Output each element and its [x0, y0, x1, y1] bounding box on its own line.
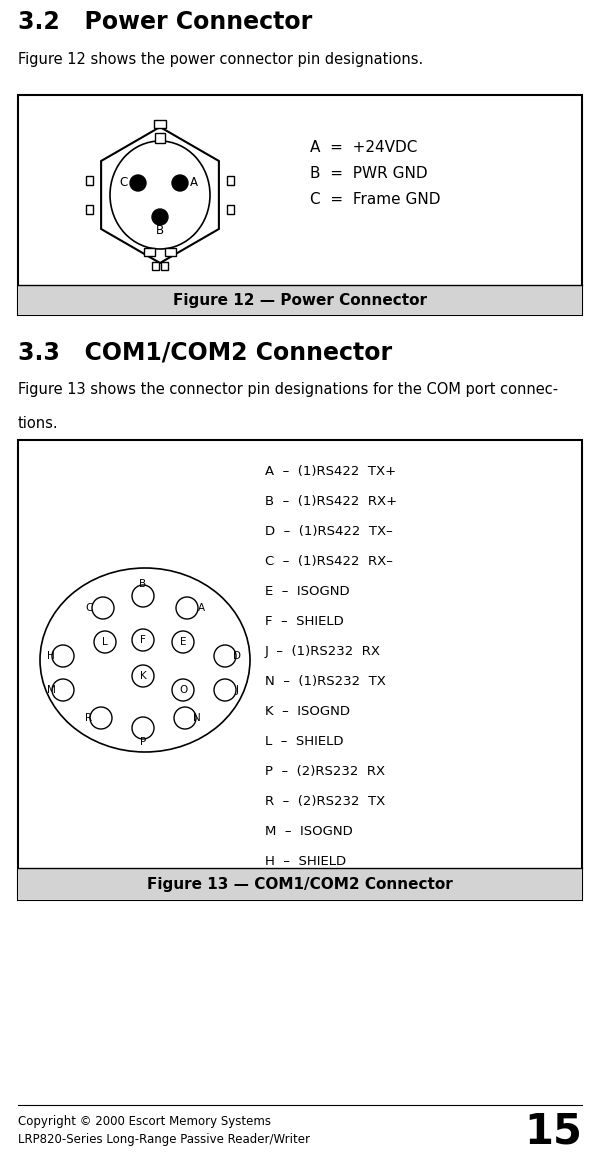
Bar: [18, 868, 582, 901]
Bar: [165, 248, 176, 256]
Ellipse shape: [110, 141, 210, 249]
Text: R  –  (2)RS232  TX: R – (2)RS232 TX: [265, 795, 385, 808]
Text: R: R: [85, 713, 92, 723]
Ellipse shape: [40, 568, 250, 752]
Text: L  –  SHIELD: L – SHIELD: [265, 736, 343, 748]
Text: H: H: [47, 651, 55, 661]
Circle shape: [172, 631, 194, 653]
Bar: [227, 205, 234, 214]
Circle shape: [132, 717, 154, 739]
Text: J  –  (1)RS232  RX: J – (1)RS232 RX: [265, 645, 381, 658]
Text: J: J: [235, 686, 239, 695]
Bar: [152, 261, 159, 270]
Circle shape: [176, 597, 198, 619]
Circle shape: [214, 645, 236, 667]
Text: D  –  (1)RS422  TX–: D – (1)RS422 TX–: [265, 525, 393, 538]
Text: C  –  (1)RS422  RX–: C – (1)RS422 RX–: [265, 555, 393, 568]
Bar: [144, 248, 155, 256]
Text: M: M: [47, 686, 55, 695]
Circle shape: [52, 679, 74, 701]
Text: N: N: [193, 713, 201, 723]
Text: K  –  ISOGND: K – ISOGND: [265, 705, 350, 718]
Circle shape: [214, 679, 236, 701]
Text: A  –  (1)RS422  TX+: A – (1)RS422 TX+: [265, 465, 396, 478]
Circle shape: [130, 175, 146, 191]
Text: B  =  PWR GND: B = PWR GND: [310, 166, 428, 181]
Text: E  –  ISOGND: E – ISOGND: [265, 584, 350, 598]
Text: D: D: [233, 651, 241, 661]
Circle shape: [92, 597, 114, 619]
Circle shape: [174, 706, 196, 729]
Text: F  –  SHIELD: F – SHIELD: [265, 615, 344, 627]
Text: O: O: [179, 686, 187, 695]
Circle shape: [132, 629, 154, 651]
Circle shape: [132, 665, 154, 687]
Text: L: L: [102, 637, 108, 647]
Bar: [227, 175, 234, 185]
Circle shape: [172, 679, 194, 701]
Bar: [18, 440, 582, 901]
Text: 3.3   COM1/COM2 Connector: 3.3 COM1/COM2 Connector: [18, 340, 392, 364]
Circle shape: [132, 584, 154, 607]
Text: 15: 15: [524, 1110, 582, 1152]
Circle shape: [172, 175, 188, 191]
Text: A  =  +24VDC: A = +24VDC: [310, 139, 418, 155]
Text: K: K: [140, 670, 146, 681]
Text: 3.2   Power Connector: 3.2 Power Connector: [18, 10, 312, 34]
Text: C: C: [120, 177, 128, 189]
Text: E: E: [180, 637, 186, 647]
Circle shape: [52, 645, 74, 667]
Text: A: A: [197, 603, 205, 614]
Text: Figure 13 shows the connector pin designations for the COM port connec-: Figure 13 shows the connector pin design…: [18, 382, 558, 397]
Bar: [86, 205, 93, 214]
Polygon shape: [101, 127, 219, 263]
Text: N  –  (1)RS232  TX: N – (1)RS232 TX: [265, 675, 386, 688]
Text: C  =  Frame GND: C = Frame GND: [310, 192, 440, 207]
Text: Figure 12 — Power Connector: Figure 12 — Power Connector: [173, 293, 427, 308]
Bar: [18, 95, 582, 315]
Text: B  –  (1)RS422  RX+: B – (1)RS422 RX+: [265, 495, 397, 508]
Text: P  –  (2)RS232  RX: P – (2)RS232 RX: [265, 765, 385, 779]
Text: F: F: [140, 634, 146, 645]
Bar: [161, 261, 168, 270]
Bar: [154, 120, 166, 128]
Text: B: B: [156, 224, 164, 237]
Bar: [18, 285, 582, 315]
Circle shape: [152, 209, 168, 225]
Bar: [86, 175, 93, 185]
Circle shape: [94, 631, 116, 653]
Circle shape: [90, 706, 112, 729]
Text: Figure 12 shows the power connector pin designations.: Figure 12 shows the power connector pin …: [18, 52, 423, 67]
Text: tions.: tions.: [18, 416, 59, 431]
Text: H  –  SHIELD: H – SHIELD: [265, 855, 346, 868]
Text: B: B: [139, 579, 146, 589]
Text: Copyright © 2000 Escort Memory Systems
LRP820-Series Long-Range Passive Reader/W: Copyright © 2000 Escort Memory Systems L…: [18, 1116, 310, 1146]
Bar: [155, 132, 165, 143]
Text: A: A: [190, 177, 198, 189]
Text: M  –  ISOGND: M – ISOGND: [265, 825, 353, 838]
Text: P: P: [140, 737, 146, 747]
Text: C: C: [85, 603, 92, 614]
Text: Figure 13 — COM1/COM2 Connector: Figure 13 — COM1/COM2 Connector: [147, 876, 453, 891]
